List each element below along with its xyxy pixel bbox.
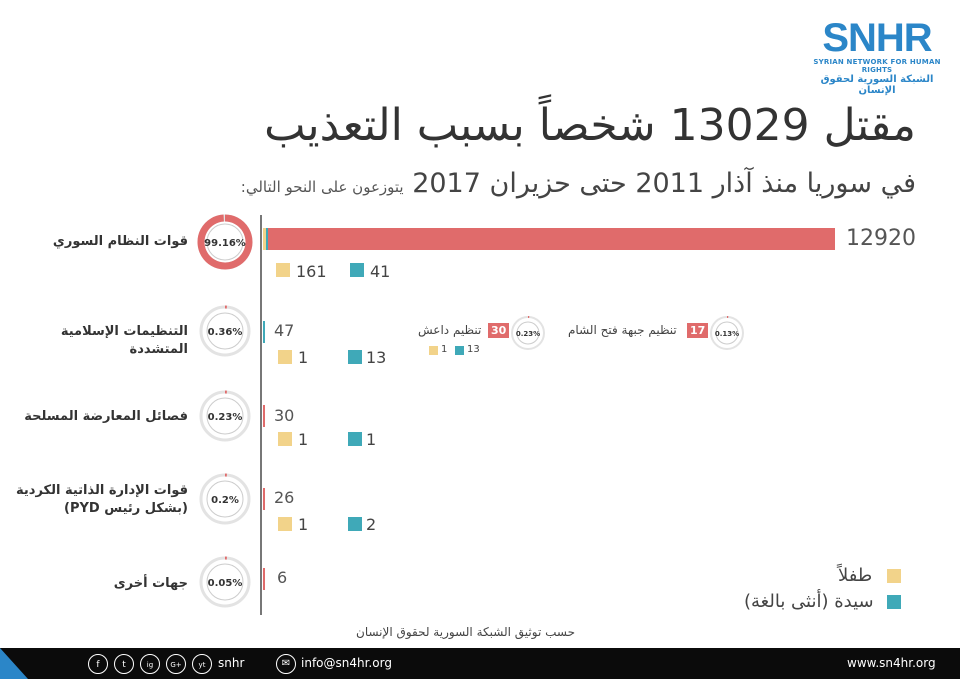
donut-arc: [197, 214, 253, 270]
chart-axis-line: [260, 215, 262, 615]
women-count-opposition: 1: [366, 430, 377, 449]
donut-center: [715, 321, 739, 345]
chart-title: مقتل 13029 شخصاً بسبب التعذيب: [264, 100, 916, 151]
percent-label: 0.23%: [516, 330, 540, 338]
footer-handle[interactable]: snhr: [218, 656, 245, 670]
youtube-icon[interactable]: yt: [192, 654, 212, 674]
snhr-logo: SNHR SYRIAN NETWORK FOR HUMAN RIGHTS الش…: [812, 18, 942, 96]
children-count-kurdish: 1: [298, 515, 309, 534]
chart-subtitle: في سوريا منذ آذار 2011 حتى حزيران 2017 ي…: [241, 164, 916, 207]
donut-center: [206, 563, 244, 601]
children-swatch: [429, 346, 438, 355]
bar-regime-children-segment: [263, 228, 266, 250]
isis-label: تنظيم داعش: [418, 323, 482, 337]
bar-regime-women-segment: [266, 228, 268, 250]
percent-donut-kurdish: 0.2%: [196, 470, 254, 528]
facebook-icon[interactable]: f: [88, 654, 108, 674]
logo-subtitle-ar: الشبكة السورية لحقوق الإنسان: [820, 74, 934, 96]
bar-other: [263, 568, 265, 590]
percent-donut-opposition: 0.23%: [196, 387, 254, 445]
footer-accent-triangle: [0, 648, 28, 679]
bar-regime: [263, 228, 835, 250]
donut-center: [516, 321, 540, 345]
donut-center: [206, 397, 244, 435]
isis-percent-donut: 0.23%: [509, 314, 547, 356]
hts-percent-donut: 0.13%: [708, 314, 746, 356]
instagram-icon[interactable]: ig: [140, 654, 160, 674]
donut-center: [206, 480, 244, 518]
children-swatch: [276, 263, 290, 277]
bar-value-regime: 12920: [846, 226, 916, 251]
footer-bar: [0, 648, 960, 679]
women-swatch: [348, 432, 362, 446]
category-label-opposition: فصائل المعارضة المسلحة: [24, 409, 188, 424]
women-count-kurdish: 2: [366, 515, 377, 534]
legend-label-women: سيدة (أنثى بالغة): [744, 591, 874, 612]
subtitle-main: في سوريا منذ آذار 2011 حتى حزيران 2017: [412, 168, 916, 199]
women-swatch: [350, 263, 364, 277]
category-label-regime: قوات النظام السوري: [52, 234, 188, 249]
bar-value-kurdish: 26: [274, 488, 295, 507]
hts-total-badge: 17: [687, 323, 709, 338]
donut-center: [206, 223, 244, 261]
percent-label: 0.05%: [208, 578, 243, 589]
percent-label: 99.16%: [204, 238, 246, 249]
category-label-extremist: التنظيمات الإسلامية المتشددة: [60, 324, 188, 357]
logo-subtitle-en: SYRIAN NETWORK FOR HUMAN RIGHTS: [813, 58, 941, 74]
bar-kurdish: [263, 488, 265, 510]
children-count-regime: 161: [296, 262, 327, 281]
footer-website[interactable]: www.sn4hr.org: [847, 656, 936, 670]
women-swatch: [348, 517, 362, 531]
bar-opposition: [263, 405, 265, 427]
percent-label: 0.13%: [715, 330, 739, 338]
isis-women-count: 13: [467, 344, 480, 355]
percent-donut-other: 0.05%: [196, 553, 254, 611]
women-swatch: [455, 346, 464, 355]
legend-swatch-children: [887, 569, 901, 583]
legend-swatch-women: [887, 595, 901, 609]
category-label-kurdish-line2: (بشكل رئيس PYD): [63, 501, 188, 516]
bar-extremist-women-segment: [263, 321, 265, 343]
percent-label: 0.36%: [208, 327, 243, 338]
percent-donut-regime: 99.16%: [196, 213, 254, 271]
women-count-extremist: 13: [366, 348, 387, 367]
category-label-kurdish-line1: قوات الإدارة الذاتية الكردية: [16, 483, 188, 498]
source-note: حسب توثيق الشبكة السورية لحقوق الإنسان: [356, 625, 575, 639]
bar-value-extremist: 47: [274, 321, 295, 340]
children-swatch: [278, 517, 292, 531]
children-swatch: [278, 350, 292, 364]
percent-donut-extremist: 0.36%: [196, 302, 254, 360]
legend-label-children: طفلاً: [838, 565, 873, 586]
children-swatch: [278, 432, 292, 446]
children-count-extremist: 1: [298, 348, 309, 367]
mail-icon: ✉: [276, 654, 296, 674]
logo-mark: SNHR: [822, 16, 932, 60]
googleplus-icon[interactable]: G+: [166, 654, 186, 674]
bar-value-opposition: 30: [274, 406, 295, 425]
bar-value-other: 6: [277, 568, 288, 587]
percent-label: 0.23%: [208, 412, 243, 423]
category-label-kurdish: قوات الإدارة الذاتية الكردية (بشكل رئيس …: [8, 482, 188, 518]
women-count-regime: 41: [370, 262, 391, 281]
donut-center: [206, 312, 244, 350]
isis-children-count: 1: [441, 344, 448, 355]
isis-total-badge: 30: [488, 323, 510, 338]
twitter-icon[interactable]: t: [114, 654, 134, 674]
women-swatch: [348, 350, 362, 364]
subtitle-small: يتوزعون على النحو التالي:: [240, 178, 404, 196]
category-label-other: جهات أخرى: [113, 576, 188, 591]
children-count-opposition: 1: [298, 430, 309, 449]
percent-label: 0.2%: [211, 495, 239, 506]
hts-label: تنظيم جبهة فتح الشام: [568, 323, 677, 337]
footer-email[interactable]: info@sn4hr.org: [301, 656, 392, 670]
